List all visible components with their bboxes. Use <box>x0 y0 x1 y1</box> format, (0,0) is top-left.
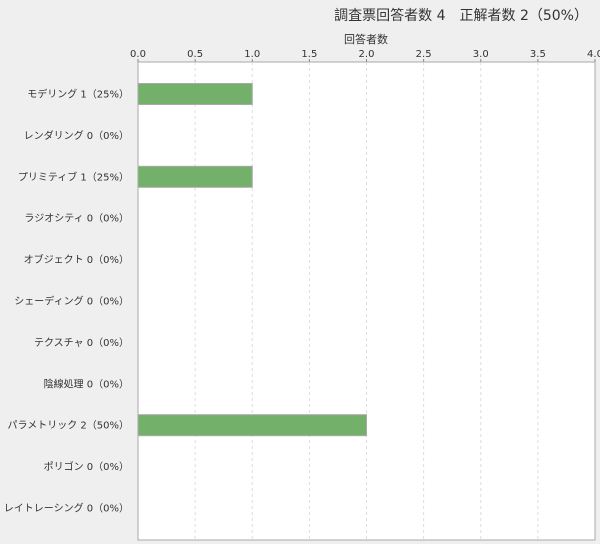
bar <box>137 83 253 105</box>
x-tick-label: 1.5 <box>301 49 317 60</box>
category-label: レンダリング 0（0%） <box>24 129 129 142</box>
x-axis-label: 回答者数 <box>344 32 388 46</box>
x-tick-label: 2.0 <box>359 49 375 60</box>
category-label: オブジェクト 0（0%） <box>24 253 129 266</box>
plot-area <box>137 61 596 541</box>
bar <box>137 165 253 188</box>
x-tick-label: 4.0 <box>587 49 600 60</box>
category-label: パラメトリック 2（50%） <box>8 420 129 432</box>
x-tick-label: 1.0 <box>244 49 260 60</box>
x-tick-label: 0.0 <box>130 49 146 60</box>
category-label: ラジオシティ 0（0%） <box>24 213 129 225</box>
category-label: レイトレーシング 0（0%） <box>4 502 129 515</box>
category-label: モデリング 1（25%） <box>27 88 129 101</box>
category-label: テクスチャ 0（0%） <box>34 337 129 349</box>
category-label: シェーディング 0（0%） <box>14 295 129 308</box>
category-label: 陰線処理 0（0%） <box>44 377 129 390</box>
x-tick-label: 2.5 <box>416 49 432 60</box>
x-tick-label: 3.0 <box>473 49 489 60</box>
category-label: ポリゴン 0（0%） <box>44 460 129 473</box>
x-tick-label: 3.5 <box>530 49 546 60</box>
x-tick-label: 0.5 <box>187 49 203 60</box>
bar <box>137 414 367 437</box>
chart-title: 調査票回答者数 4 正解者数 2（50%） <box>334 7 588 24</box>
category-label: プリミティブ 1（25%） <box>18 170 129 183</box>
